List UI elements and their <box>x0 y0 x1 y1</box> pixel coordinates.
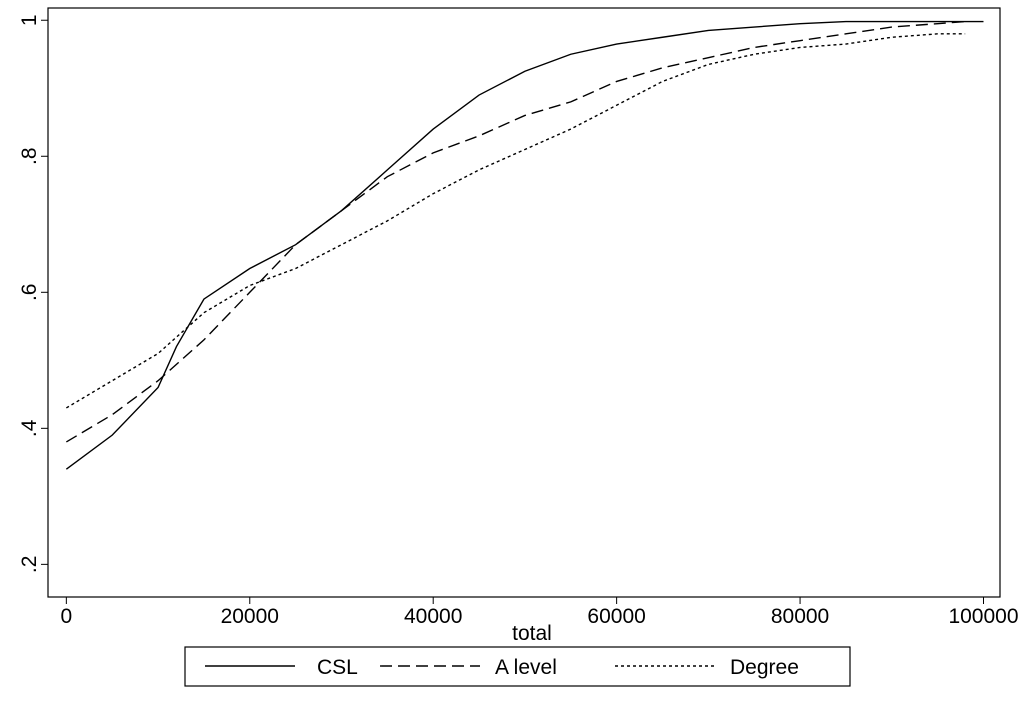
x-tick-label: 0 <box>60 605 72 628</box>
line-series <box>65 20 966 443</box>
line-series <box>65 20 984 470</box>
x-tick-label: 100000 <box>948 605 1018 628</box>
x-tick-label: 20000 <box>221 605 279 628</box>
x-tick-label: 80000 <box>771 605 829 628</box>
legend-label: CSL <box>317 656 358 679</box>
x-axis-label: total <box>512 622 552 645</box>
y-tick-label: .2 <box>18 556 41 574</box>
x-tick-label: 60000 <box>587 605 645 628</box>
y-tick-label: .8 <box>18 148 41 166</box>
y-tick-label: .6 <box>18 284 41 302</box>
legend-label: Degree <box>730 656 799 679</box>
plot-frame <box>47 7 1001 598</box>
y-tick-label: 1 <box>18 14 41 26</box>
y-tick-label: .4 <box>18 419 41 437</box>
legend-label: A level <box>495 656 557 679</box>
x-tick-label: 40000 <box>404 605 462 628</box>
line-series <box>65 33 966 409</box>
legend-box <box>184 646 851 687</box>
